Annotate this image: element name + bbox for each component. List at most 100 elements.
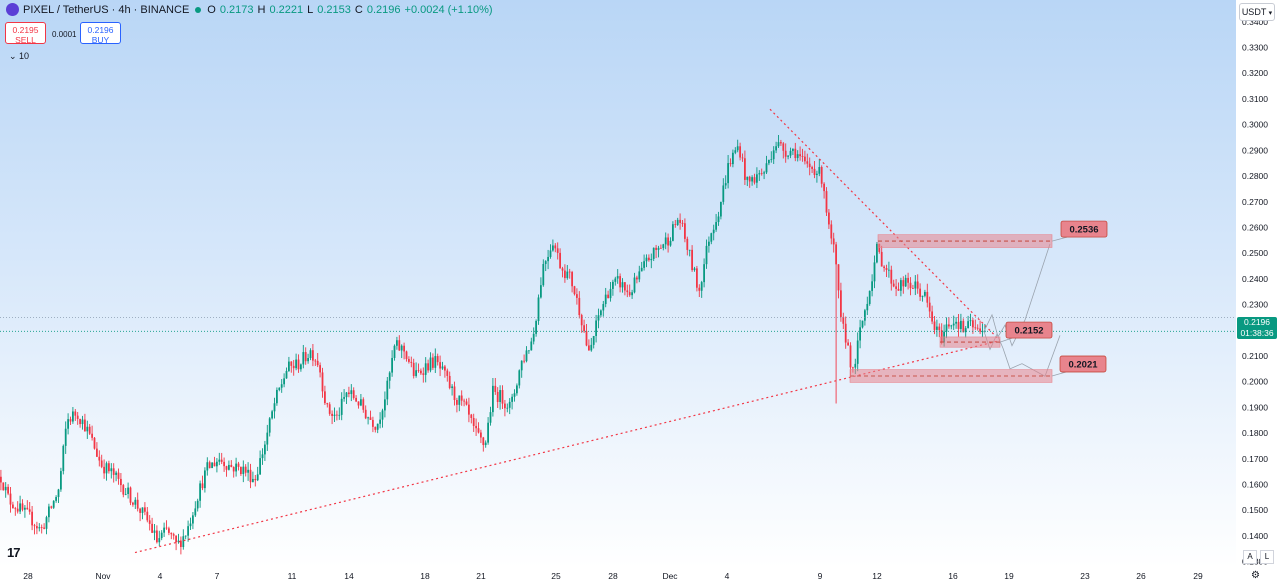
candle-body <box>266 432 269 445</box>
candle-body <box>398 340 401 351</box>
pixel-coin-icon <box>6 3 19 16</box>
candle-body <box>643 261 645 268</box>
candle-body <box>744 158 746 180</box>
candle-body <box>410 361 413 363</box>
change-value: +0.0024 (+1.10%) <box>404 3 493 16</box>
candle-body <box>537 297 540 322</box>
candle-body <box>120 478 122 486</box>
x-tick-label: 4 <box>158 571 163 581</box>
candle-body <box>926 291 929 303</box>
candle-body <box>432 357 434 368</box>
candle-body <box>513 393 516 397</box>
x-tick-label: 23 <box>1080 571 1090 581</box>
candle-body <box>924 291 926 296</box>
sell-button[interactable]: 0.2195 SELL <box>5 22 46 45</box>
y-tick-label: 0.1600 <box>1242 479 1268 489</box>
candle-body <box>312 350 314 361</box>
candle-body <box>477 428 480 433</box>
candle-body <box>98 456 101 461</box>
candle-body <box>580 315 583 326</box>
candle-body <box>607 294 609 299</box>
candle-body <box>698 287 701 291</box>
candle-body <box>866 303 869 311</box>
candle-body <box>736 146 739 151</box>
candle-body <box>864 310 866 321</box>
candle-body <box>794 148 797 159</box>
candle-body <box>832 238 835 245</box>
candle-body <box>655 247 657 250</box>
y-tick-label: 0.1900 <box>1242 402 1268 412</box>
candle-body <box>12 504 14 509</box>
candle-body <box>151 523 153 533</box>
candle-body <box>74 411 77 416</box>
candle-body <box>861 320 864 328</box>
candle-body <box>672 224 674 241</box>
candle-body <box>295 359 297 369</box>
gear-icon[interactable]: ⚙ <box>1251 570 1260 581</box>
candle-body <box>304 352 307 362</box>
candle-body <box>112 468 115 475</box>
candle-body <box>463 400 465 402</box>
candle-body <box>156 530 158 543</box>
x-tick-label: Nov <box>95 571 111 581</box>
candle-body <box>415 370 417 376</box>
candle-body <box>960 320 962 329</box>
candle-body <box>348 392 350 395</box>
candle-body <box>948 324 950 327</box>
candle-body <box>204 470 206 489</box>
candle-body <box>936 326 938 330</box>
candle-body <box>578 297 581 316</box>
sell-price: 0.2195 <box>12 25 39 35</box>
candle-body <box>808 163 811 168</box>
candle-body <box>746 176 749 180</box>
candle-body <box>88 426 91 434</box>
candle-body <box>549 250 552 257</box>
candle-body <box>664 237 667 245</box>
candle-body <box>760 173 763 175</box>
candle-body <box>573 286 576 295</box>
candle-body <box>336 414 338 416</box>
candle-body <box>852 367 854 369</box>
volume-toggle[interactable]: ⌄ 10 <box>9 51 29 62</box>
candle-body <box>91 433 93 438</box>
candle-body <box>345 392 348 398</box>
currency-label: USDT <box>1241 7 1267 17</box>
chevron-down-icon: ⌄ <box>9 51 20 61</box>
candle-body <box>921 295 924 297</box>
candle-body <box>86 426 89 432</box>
candle-body <box>292 365 295 369</box>
candle-body <box>422 373 425 375</box>
candle-body <box>333 414 336 416</box>
log-scale-button[interactable]: L <box>1260 550 1274 564</box>
candle-body <box>184 535 187 537</box>
candle-body <box>842 316 845 324</box>
candle-body <box>907 277 909 283</box>
candle-body <box>964 328 967 333</box>
candle-body <box>657 247 660 250</box>
symbol-title[interactable]: PIXEL / TetherUS · 4h · BINANCE <box>23 3 190 16</box>
buy-button[interactable]: 0.2196 BUY <box>80 22 121 45</box>
x-tick-label: 12 <box>872 571 882 581</box>
candle-body <box>804 156 806 162</box>
candle-body <box>4 486 7 491</box>
candle-body <box>868 290 871 304</box>
candle-body <box>326 403 329 405</box>
candle-body <box>916 281 919 289</box>
candle-body <box>499 390 501 402</box>
candle-body <box>796 154 799 159</box>
tradingview-logo[interactable]: 17 <box>7 545 21 560</box>
candle-body <box>470 414 473 419</box>
candle-body <box>158 538 161 543</box>
time-axis[interactable]: 28 Nov 4 7 11 14 18 21 25 28 Dec 4 9 12 16 19 23 26 29 <box>0 568 1236 585</box>
auto-scale-button[interactable]: A <box>1243 550 1257 564</box>
candlestick-chart[interactable]: 0.2536 0.2152 0.2021 <box>0 0 1236 568</box>
currency-selector[interactable]: USDT ▾ <box>1239 3 1275 21</box>
price-axis[interactable]: 0.3400 0.3300 0.3200 0.3100 0.3000 0.2900 0.28… <box>1236 0 1280 568</box>
candle-body <box>357 401 360 406</box>
chart-area[interactable]: 0.2536 0.2152 0.2021 <box>0 0 1236 568</box>
candle-body <box>496 391 499 402</box>
candle-body <box>748 176 751 182</box>
candle-body <box>900 280 902 291</box>
candle-body <box>276 389 278 404</box>
candle-body <box>897 288 900 291</box>
